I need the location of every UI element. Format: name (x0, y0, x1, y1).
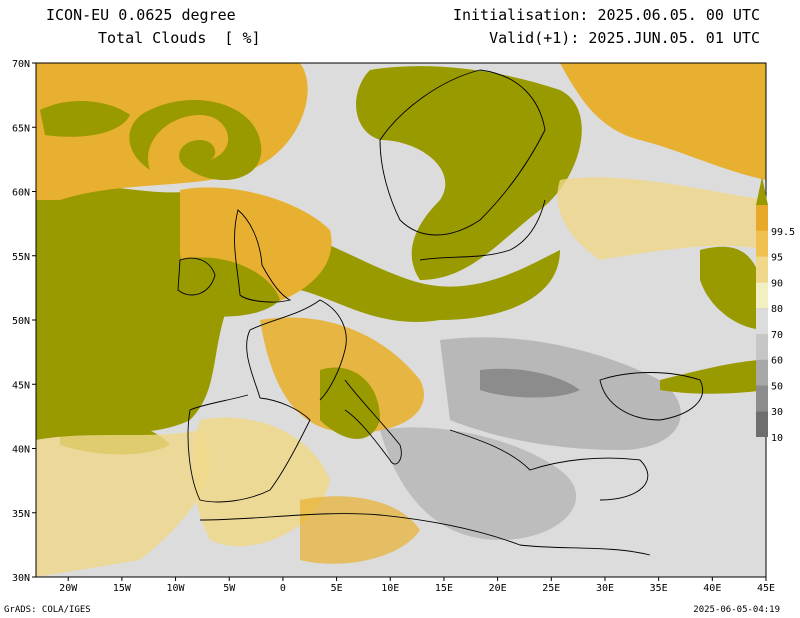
coast-black-sea (599, 372, 703, 421)
map-field (36, 63, 766, 577)
lon-tick-label: 30E (596, 583, 614, 594)
coast-ireland (177, 257, 216, 296)
lon-tick-label: 10E (381, 583, 399, 594)
coast-north-africa (199, 513, 651, 556)
overcast-east-edge (700, 246, 766, 330)
colorbar-label: 30 (771, 407, 783, 418)
colorbar-label: 95 (771, 253, 783, 264)
gray-mediterranean (380, 427, 577, 540)
lon-tick-label: 0 (280, 583, 286, 594)
model-title: ICON-EU 0.0625 degree (46, 6, 236, 24)
colorbar-swatch (756, 333, 768, 360)
high-cloud-africa (300, 496, 420, 564)
overcast-black-sea (660, 360, 766, 394)
variable-title: Total Clouds [ %] (98, 29, 261, 47)
colorbar-swatch (756, 230, 768, 257)
coast-iberia (187, 394, 311, 503)
colorbar-label: 99.5 (771, 227, 795, 238)
lon-tick-label: 40E (703, 583, 721, 594)
overcast-scandinavia (356, 66, 582, 280)
lat-tick-label: 35N (12, 509, 30, 520)
colorbar-swatch (756, 359, 768, 386)
init-time: Initialisation: 2025.06.05. 00 UTC (452, 6, 760, 24)
mid-cloud-russia (557, 177, 766, 260)
colorbar-swatch (756, 411, 768, 437)
lon-tick-label: 15E (435, 583, 453, 594)
coast-greece-turkey (449, 429, 649, 501)
mid-cloud-iberia (193, 417, 330, 547)
iceland-cloud (40, 100, 130, 137)
lon-tick-label: 45E (757, 583, 775, 594)
overcast-italy (320, 367, 380, 439)
colorbar-top-arrow (756, 177, 768, 205)
coast-uk (234, 209, 292, 303)
lat-tick-label: 50N (12, 316, 30, 327)
colorbar-label: 50 (771, 381, 783, 392)
colorbar-swatch (756, 282, 768, 309)
latitude-axis: 70N 65N 60N 55N 50N 45N 40N 35N 30N (12, 59, 36, 584)
longitude-axis: 20W 15W 10W 5W 0 5E 10E 15E 20E 25E 30E 35E 40E 45E (59, 577, 775, 594)
lat-tick-label: 70N (12, 59, 30, 70)
lon-tick-label: 35E (650, 583, 668, 594)
colorbar-label: 10 (771, 433, 783, 444)
footer-software: GrADS: COLA/IGES (4, 605, 91, 615)
colorbar-swatch (756, 256, 768, 283)
lat-tick-label: 65N (12, 123, 30, 134)
colorbar-label: 80 (771, 304, 783, 315)
coastlines (177, 69, 703, 556)
footer-timestamp: 2025-06-05-04:19 (693, 605, 780, 615)
lon-tick-label: 20W (59, 583, 78, 594)
coast-france (246, 299, 347, 401)
high-cloud-north (560, 63, 766, 180)
colorbar: 10 30 50 60 70 80 90 95 99.5 (756, 177, 795, 444)
colorbar-label: 60 (771, 356, 783, 367)
lat-tick-label: 40N (12, 445, 30, 456)
lon-tick-label: 15W (113, 583, 132, 594)
lat-tick-label: 30N (12, 573, 30, 584)
coast-scandinavia (379, 69, 546, 236)
colorbar-swatch (756, 308, 768, 334)
colorbar-swatch (756, 385, 768, 412)
coast-baltic (419, 199, 546, 261)
dark-east (480, 368, 580, 398)
overcast-uk (180, 257, 280, 317)
lat-tick-label: 60N (12, 188, 30, 199)
lat-tick-label: 45N (12, 380, 30, 391)
cyclone-swirl (129, 100, 262, 180)
colorbar-label: 90 (771, 278, 783, 289)
lon-tick-label: 5W (223, 583, 236, 594)
coast-italy (344, 379, 402, 465)
colorbar-label: 70 (771, 330, 783, 341)
mid-cloud-atlantic (36, 430, 211, 577)
lat-tick-label: 55N (12, 252, 30, 263)
valid-time: Valid(+1): 2025.JUN.05. 01 UTC (489, 29, 760, 47)
lon-tick-label: 10W (167, 583, 186, 594)
lon-tick-label: 5E (331, 583, 343, 594)
lon-tick-label: 20E (489, 583, 507, 594)
lon-tick-label: 25E (542, 583, 560, 594)
colorbar-swatch (756, 205, 768, 231)
